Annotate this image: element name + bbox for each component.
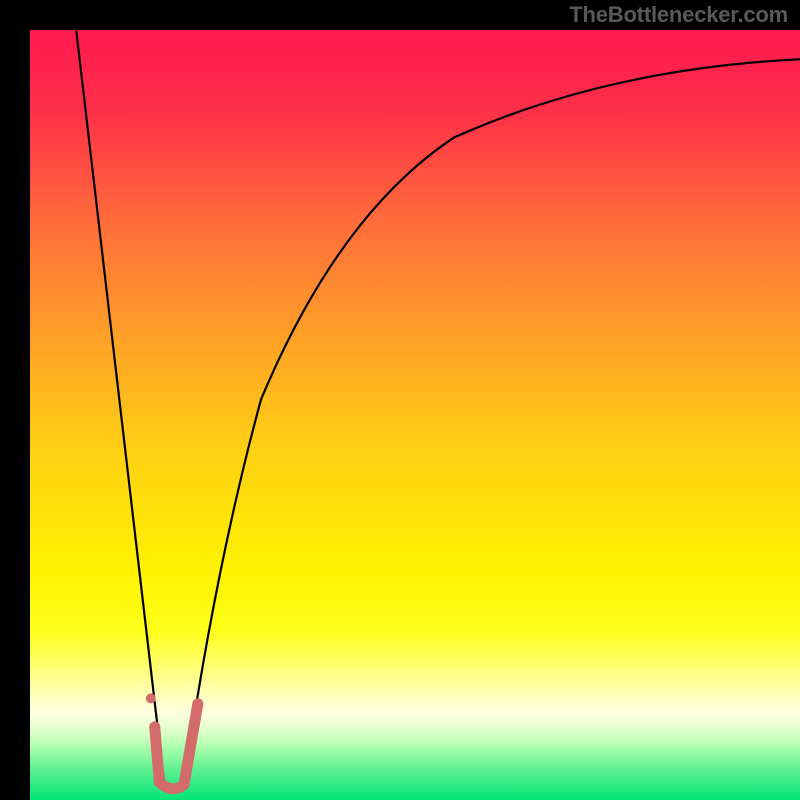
source-watermark: TheBottlenecker.com <box>569 2 788 28</box>
optimum-dot-marker <box>146 693 156 703</box>
bottleneck-chart: TheBottlenecker.com <box>0 0 800 800</box>
plot-background <box>30 30 800 800</box>
chart-svg <box>0 0 800 800</box>
